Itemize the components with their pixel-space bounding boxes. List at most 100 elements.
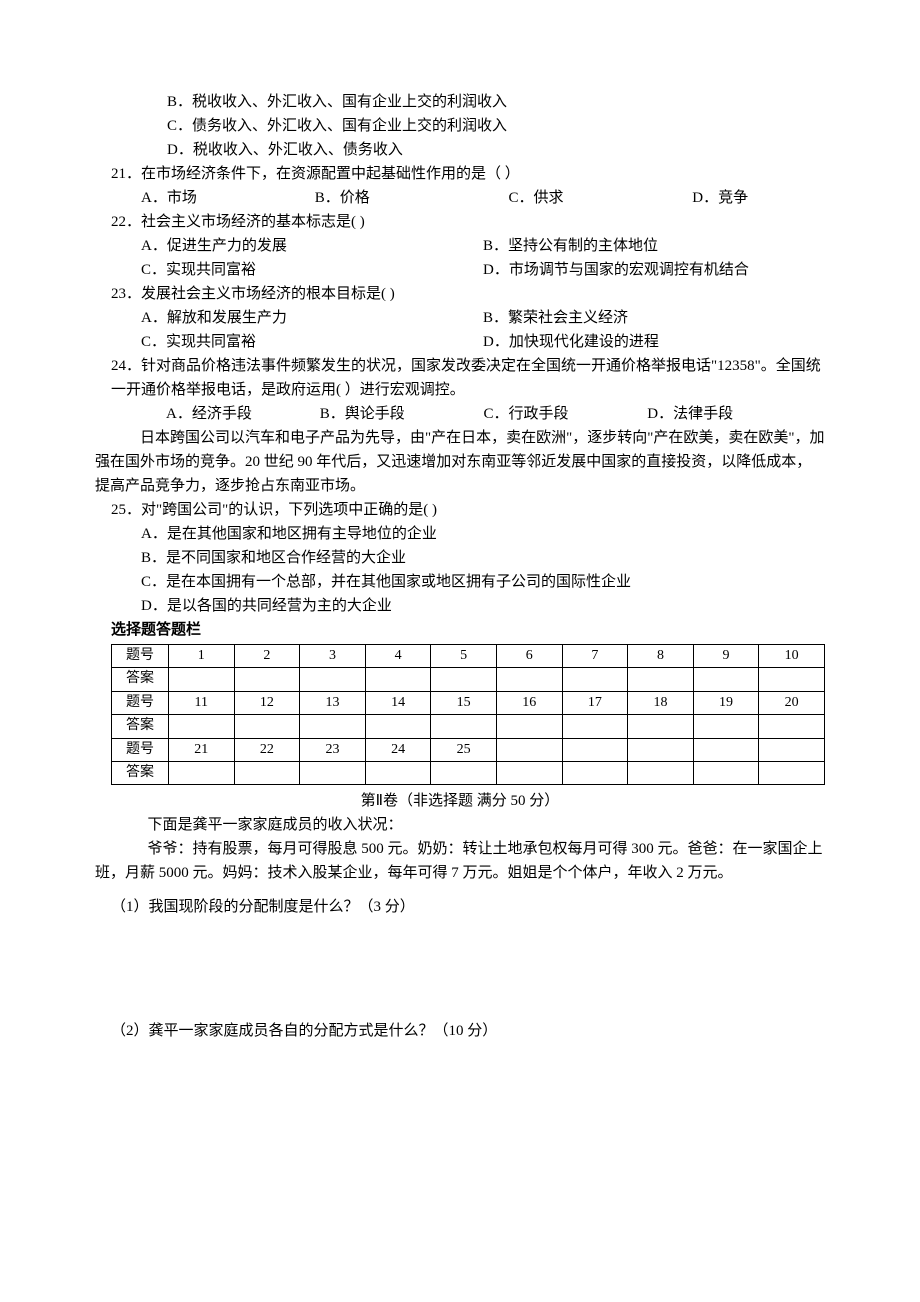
grid-row-1a: 答案 xyxy=(112,668,825,691)
q21: 21．在市场经济条件下，在资源配置中起基础性作用的是（ ） A．市场 B．价格 … xyxy=(111,162,825,210)
q24-stem: 24．针对商品价格违法事件频繁发生的状况，国家发改委决定在全国统一开通价格举报电… xyxy=(111,354,825,402)
grid-label-4: 答案 xyxy=(112,715,169,738)
grid-c-10: 10 xyxy=(759,645,825,668)
q22-row1: A．促进生产力的发展 B．坚持公有制的主体地位 xyxy=(111,234,825,258)
ans-cell[interactable] xyxy=(169,761,235,784)
grid-row-3h: 题号 21 22 23 24 25 xyxy=(112,738,825,761)
grid-label-3: 题号 xyxy=(112,691,169,714)
grid-c-22: 22 xyxy=(234,738,300,761)
ans-cell[interactable] xyxy=(431,761,497,784)
grid-c-6: 6 xyxy=(496,645,562,668)
q25: 25．对"跨国公司"的认识，下列选项中正确的是( ) A．是在其他国家和地区拥有… xyxy=(111,498,825,618)
answer-grid: 题号 1 2 3 4 5 6 7 8 9 10 答案 题号 11 12 13 1… xyxy=(111,644,825,785)
answer-space-2[interactable] xyxy=(95,1043,825,1083)
ans-cell[interactable] xyxy=(759,715,825,738)
ans-cell[interactable] xyxy=(300,668,366,691)
grid-c-25: 25 xyxy=(431,738,497,761)
ans-cell[interactable] xyxy=(496,715,562,738)
ans-cell[interactable] xyxy=(693,715,759,738)
grid-c-23: 23 xyxy=(300,738,366,761)
q24: 24．针对商品价格违法事件频繁发生的状况，国家发改委决定在全国统一开通价格举报电… xyxy=(111,354,825,426)
ans-cell[interactable] xyxy=(300,761,366,784)
q20-options: B．税收收入、外汇收入、国有企业上交的利润收入 C．债务收入、外汇收入、国有企业… xyxy=(95,90,825,162)
ans-cell[interactable] xyxy=(562,668,628,691)
ans-cell[interactable] xyxy=(431,668,497,691)
ans-cell[interactable] xyxy=(300,715,366,738)
grid-label-1: 题号 xyxy=(112,645,169,668)
scenario-line1: 下面是龚平一家家庭成员的收入状况： xyxy=(95,813,825,837)
ans-cell[interactable] xyxy=(365,715,431,738)
ans-cell xyxy=(496,761,562,784)
q23-opt-b: B．繁荣社会主义经济 xyxy=(483,306,825,330)
q20-opt-c: C．债务收入、外汇收入、国有企业上交的利润收入 xyxy=(95,114,825,138)
grid-c-16: 16 xyxy=(496,691,562,714)
q23-opt-c: C．实现共同富裕 xyxy=(141,330,483,354)
grid-c-15: 15 xyxy=(431,691,497,714)
part2-title: 第Ⅱ卷（非选择题 满分 50 分） xyxy=(95,789,825,813)
ans-cell[interactable] xyxy=(496,668,562,691)
grid-c-e4 xyxy=(693,738,759,761)
grid-c-e2 xyxy=(562,738,628,761)
grid-c-17: 17 xyxy=(562,691,628,714)
answer-space-1[interactable] xyxy=(95,919,825,1009)
ans-cell[interactable] xyxy=(365,761,431,784)
ans-cell xyxy=(628,761,694,784)
ans-cell[interactable] xyxy=(234,668,300,691)
grid-c-7: 7 xyxy=(562,645,628,668)
q23-row1: A．解放和发展生产力 B．繁荣社会主义经济 xyxy=(111,306,825,330)
q25-opt-d: D．是以各国的共同经营为主的大企业 xyxy=(111,594,825,618)
q21-opt-c: C．供求 xyxy=(509,186,689,210)
ans-cell[interactable] xyxy=(365,668,431,691)
ans-cell[interactable] xyxy=(169,715,235,738)
grid-c-9: 9 xyxy=(693,645,759,668)
grid-c-12: 12 xyxy=(234,691,300,714)
grid-label-6: 答案 xyxy=(112,761,169,784)
grid-c-18: 18 xyxy=(628,691,694,714)
grid-row-3a: 答案 xyxy=(112,761,825,784)
q22-row2: C．实现共同富裕 D．市场调节与国家的宏观调控有机结合 xyxy=(111,258,825,282)
q22: 22．社会主义市场经济的基本标志是( ) A．促进生产力的发展 B．坚持公有制的… xyxy=(111,210,825,282)
grid-c-e3 xyxy=(628,738,694,761)
grid-c-e1 xyxy=(496,738,562,761)
q22-opt-a: A．促进生产力的发展 xyxy=(141,234,483,258)
ans-cell xyxy=(562,761,628,784)
ans-cell[interactable] xyxy=(628,715,694,738)
grid-c-20: 20 xyxy=(759,691,825,714)
grid-c-4: 4 xyxy=(365,645,431,668)
ans-cell[interactable] xyxy=(234,761,300,784)
q20-opt-b: B．税收收入、外汇收入、国有企业上交的利润收入 xyxy=(95,90,825,114)
q22-opt-d: D．市场调节与国家的宏观调控有机结合 xyxy=(483,258,825,282)
q24-opt-c: C．行政手段 xyxy=(484,402,644,426)
passage: 日本跨国公司以汽车和电子产品为先导，由"产在日本，卖在欧洲"，逐步转向"产在欧美… xyxy=(95,426,825,498)
grid-c-13: 13 xyxy=(300,691,366,714)
ans-cell[interactable] xyxy=(431,715,497,738)
ans-cell[interactable] xyxy=(628,668,694,691)
q23-opt-a: A．解放和发展生产力 xyxy=(141,306,483,330)
grid-c-8: 8 xyxy=(628,645,694,668)
ans-cell[interactable] xyxy=(759,668,825,691)
q21-options: A．市场 B．价格 C．供求 D．竞争 xyxy=(111,186,825,210)
subq2: （2）龚平一家家庭成员各自的分配方式是什么？（10 分） xyxy=(111,1019,825,1043)
grid-c-24: 24 xyxy=(365,738,431,761)
grid-c-21: 21 xyxy=(169,738,235,761)
ans-cell xyxy=(693,761,759,784)
q21-opt-d: D．竞争 xyxy=(692,186,748,210)
ans-cell[interactable] xyxy=(693,668,759,691)
grid-row-2a: 答案 xyxy=(112,715,825,738)
ans-cell[interactable] xyxy=(169,668,235,691)
ans-cell[interactable] xyxy=(234,715,300,738)
subq1: （1）我国现阶段的分配制度是什么？（3 分） xyxy=(111,895,825,919)
grid-row-2h: 题号 11 12 13 14 15 16 17 18 19 20 xyxy=(112,691,825,714)
ans-cell xyxy=(759,761,825,784)
q21-opt-b: B．价格 xyxy=(315,186,505,210)
grid-label-2: 答案 xyxy=(112,668,169,691)
grid-c-1: 1 xyxy=(169,645,235,668)
q24-opt-d: D．法律手段 xyxy=(647,402,733,426)
grid-c-19: 19 xyxy=(693,691,759,714)
q23-stem: 23．发展社会主义市场经济的根本目标是( ) xyxy=(111,282,825,306)
q24-opt-b: B．舆论手段 xyxy=(320,402,480,426)
grid-c-14: 14 xyxy=(365,691,431,714)
q20-opt-d: D．税收收入、外汇收入、债务收入 xyxy=(95,138,825,162)
grid-c-5: 5 xyxy=(431,645,497,668)
ans-cell[interactable] xyxy=(562,715,628,738)
